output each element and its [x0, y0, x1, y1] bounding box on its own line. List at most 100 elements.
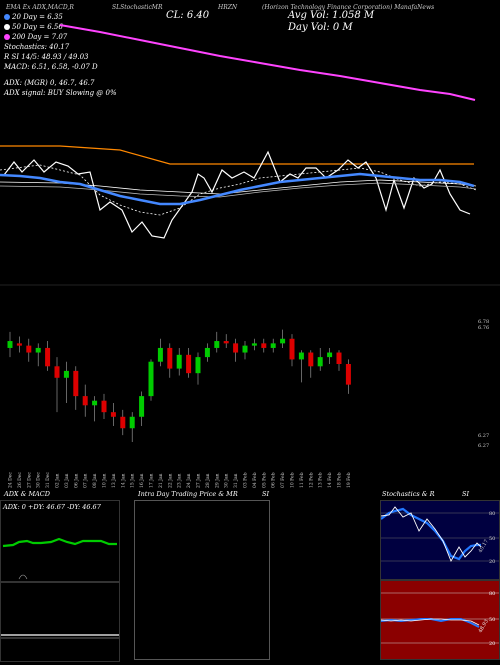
candle-body [214, 341, 220, 348]
date-tick-label: 13 Feb [318, 472, 324, 488]
candle-body [92, 400, 98, 406]
candle-body [261, 343, 267, 348]
date-tick-label: 13 Jan [111, 473, 117, 488]
adx-panel: ADX: 0 +DY: 46.67 -DY: 46.67 [0, 500, 120, 582]
date-tick-label: 10 Jan [102, 473, 108, 488]
header-left: EMA Ex ADX,MACD,R [6, 4, 74, 11]
date-tick-label: 10 Feb [290, 472, 296, 488]
dma200-line [59, 24, 476, 101]
header-company: (Horizon Technology Finance Corporation)… [262, 4, 435, 11]
date-tick-label: 04 Feb [252, 472, 258, 488]
date-tick-label: 07 Feb [280, 472, 286, 488]
legend-adx-signal: ADX signal: BUY Slowing @ 0% [4, 89, 117, 97]
candle-body [129, 416, 135, 429]
intraday-panel-title: Intra Day Trading Price & MR [138, 490, 238, 498]
candle-body [289, 338, 295, 360]
ema-orange-line [0, 145, 474, 165]
candle-body [26, 345, 32, 353]
stoch-panel-title: Stochastics & R [382, 490, 435, 498]
day-volume: Day Vol: 0 M [288, 22, 353, 33]
adx-marker-icon [18, 574, 28, 580]
candle-body [204, 347, 210, 358]
candle-body [308, 352, 314, 367]
candle-body [73, 370, 79, 397]
candle-body [16, 343, 22, 346]
price-label-bot2: 6.27 [478, 443, 489, 449]
candle-body [45, 347, 51, 367]
date-tick-label: 14 Feb [327, 472, 333, 488]
stoch-si: SI [462, 490, 470, 498]
date-tick-label: 15 Jan [130, 473, 136, 488]
rsi-signal-line [380, 618, 480, 626]
avg-volume: Avg Vol: 1.058 M [288, 10, 375, 21]
dma50-swatch-icon [4, 24, 10, 30]
date-tick-label: 05 Feb [261, 472, 267, 488]
dma50-line [0, 179, 477, 195]
legend: 20 Day = 6.35 50 Day = 6.56 200 Day = 7.… [4, 12, 117, 98]
adx-panel-title: ADX & MACD [4, 490, 50, 498]
dma20-swatch-icon [4, 14, 10, 20]
candle-body [336, 352, 342, 364]
date-tick-label: 06 Feb [271, 472, 277, 488]
date-tick-label: 07 Jan [83, 473, 89, 488]
date-tick-label: 18 Feb [337, 472, 343, 488]
header-mid: SLStochasticMR [112, 4, 163, 11]
macd-panel [0, 582, 120, 662]
header-symbol: HRZN [218, 4, 238, 11]
dma20-line [0, 172, 475, 206]
date-tick-label: 03 Jan [64, 473, 70, 488]
date-tick-label: 14 Jan [120, 473, 126, 488]
candle-body [280, 338, 286, 344]
intraday-si: SI [262, 490, 270, 498]
candle-body [54, 366, 60, 378]
candle-body [101, 400, 107, 413]
date-tick-label: 29 Jan [214, 473, 220, 488]
price-label-top1: 6.78 [478, 319, 489, 325]
price-label-bot1: 6.27 [478, 433, 489, 439]
rsi-panel: 80 50 20 48.93 [380, 580, 500, 660]
adx-panel-svg [2, 537, 117, 580]
legend-dma200-label: 200 Day = 7.07 [12, 33, 68, 41]
stoch-panel: 80 50 20 40.17 [380, 500, 500, 580]
candle-body [82, 396, 88, 406]
legend-adx: ADX: (MGR) 0, 46.7, 46.7 [4, 79, 95, 87]
date-tick-label: 22 Jan [167, 473, 173, 488]
candle-body [139, 396, 145, 417]
date-axis: 24 Dec 26 Dec 27 Dec 30 Dec 31 Dec 02 Jan 03 J… [8, 472, 352, 488]
candle-body [186, 354, 192, 374]
rsi-value: 48.93 [478, 619, 490, 634]
candle-body [327, 352, 333, 358]
candle-body [223, 341, 229, 344]
adx-values: ADX: 0 +DY: 46.67 -DY: 46.67 [3, 503, 101, 511]
date-tick-label: 02 Jan [55, 473, 61, 488]
date-tick-label: 12 Feb [308, 472, 314, 488]
candle-body [233, 343, 239, 353]
legend-stochastics: Stochastics: 40.17 [4, 43, 70, 51]
main-chart: 24 Dec 26 Dec 27 Dec 30 Dec 31 Dec 02 Jan 03 J… [0, 24, 500, 488]
legend-dma50-label: 50 Day = 6.56 [12, 23, 63, 31]
date-tick-label: 27 Jan [196, 473, 202, 488]
candle-body [251, 343, 257, 346]
candle-body [35, 347, 41, 353]
stoch-value: 40.17 [478, 539, 490, 554]
candles-group [7, 329, 351, 442]
date-tick-label: 19 Feb [346, 472, 352, 488]
stoch-tick-50: 50 [489, 536, 495, 542]
candle-body [317, 357, 323, 367]
rsi-tick-50: 50 [489, 617, 495, 623]
candle-body [167, 347, 173, 369]
candle-body [63, 370, 69, 378]
rsi-tick-80: 80 [489, 591, 495, 597]
date-tick-label: 28 Jan [205, 473, 211, 488]
rsi-tick-20: 20 [489, 641, 495, 647]
candle-body [120, 416, 126, 429]
date-tick-label: 17 Jan [149, 473, 155, 488]
legend-macd: MACD: 6.51, 6.58, -0.07 D [4, 63, 98, 71]
date-tick-label: 11 Feb [299, 472, 305, 488]
intraday-panel [134, 500, 270, 660]
date-tick-label: 27 Dec [26, 472, 32, 488]
oscillator-white-line [3, 150, 471, 239]
legend-dma50: 50 Day = 6.56 [4, 22, 117, 32]
dma200-swatch-icon [4, 34, 10, 40]
date-tick-label: 24 Dec [8, 472, 14, 488]
